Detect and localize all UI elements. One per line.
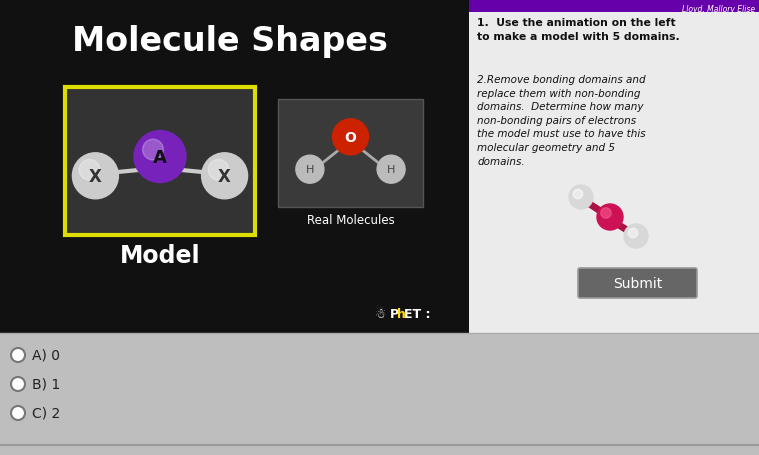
Circle shape	[11, 348, 25, 362]
Circle shape	[573, 190, 583, 199]
Text: ☃: ☃	[375, 308, 390, 321]
Circle shape	[11, 406, 25, 420]
Text: h: h	[397, 308, 406, 321]
Circle shape	[569, 186, 593, 210]
Circle shape	[208, 160, 229, 181]
FancyBboxPatch shape	[578, 268, 697, 298]
Text: A: A	[153, 148, 167, 166]
Circle shape	[332, 120, 369, 156]
Text: Real Molecules: Real Molecules	[307, 214, 395, 227]
Text: H: H	[387, 165, 395, 175]
Text: 2.Remove bonding domains and
replace them with non-bonding
domains.  Determine h: 2.Remove bonding domains and replace the…	[477, 75, 646, 166]
Text: X: X	[89, 167, 102, 185]
FancyBboxPatch shape	[65, 88, 255, 236]
Circle shape	[72, 153, 118, 199]
Circle shape	[377, 156, 405, 184]
Text: ET :: ET :	[404, 308, 430, 321]
FancyBboxPatch shape	[469, 0, 759, 455]
FancyBboxPatch shape	[469, 0, 759, 13]
Text: P: P	[390, 308, 399, 321]
Text: Molecule Shapes: Molecule Shapes	[72, 25, 388, 58]
Text: 1.  Use the animation on the left
to make a model with 5 domains.: 1. Use the animation on the left to make…	[477, 18, 680, 42]
Circle shape	[597, 205, 623, 231]
Circle shape	[601, 208, 611, 219]
Text: C) 2: C) 2	[32, 406, 60, 420]
Text: Submit: Submit	[613, 276, 662, 290]
FancyBboxPatch shape	[0, 333, 759, 455]
FancyBboxPatch shape	[278, 100, 423, 207]
Circle shape	[134, 131, 186, 183]
Circle shape	[79, 160, 99, 181]
Circle shape	[11, 377, 25, 391]
Circle shape	[628, 229, 638, 238]
Text: Lloyd, Mallory Elise: Lloyd, Mallory Elise	[682, 5, 755, 14]
Text: H: H	[306, 165, 314, 175]
Circle shape	[296, 156, 324, 184]
Circle shape	[624, 224, 648, 248]
Text: A) 0: A) 0	[32, 348, 60, 362]
Text: O: O	[345, 131, 357, 145]
Circle shape	[202, 153, 247, 199]
Circle shape	[143, 140, 163, 161]
Text: Model: Model	[120, 243, 200, 268]
Text: B) 1: B) 1	[32, 377, 60, 391]
Text: X: X	[218, 167, 231, 185]
